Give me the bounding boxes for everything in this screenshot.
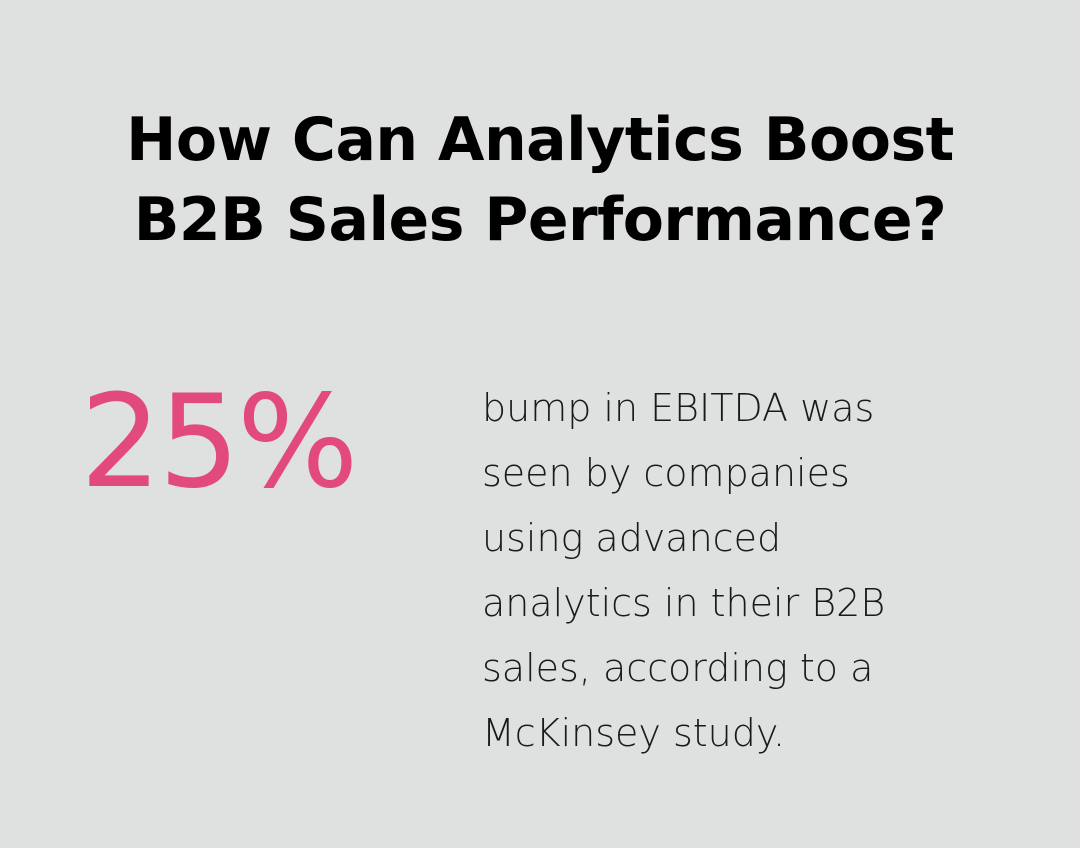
title-line-2: B2B Sales Performance? — [133, 185, 947, 255]
description-line: sales, according to a — [482, 646, 874, 690]
description-line: McKinsey study. — [482, 711, 786, 755]
description-line: using advanced — [482, 516, 782, 560]
page-title: How Can Analytics Boost B2B Sales Perfor… — [0, 100, 1080, 260]
title-line-1: How Can Analytics Boost — [126, 105, 954, 175]
description-line: analytics in their B2B — [482, 581, 886, 625]
description-line: bump in EBITDA was — [482, 386, 875, 430]
description-line: seen by companies — [482, 451, 850, 495]
stat-percentage: 25% — [80, 368, 359, 517]
stat-description: bump in EBITDA was seen by companies usi… — [482, 376, 1062, 766]
